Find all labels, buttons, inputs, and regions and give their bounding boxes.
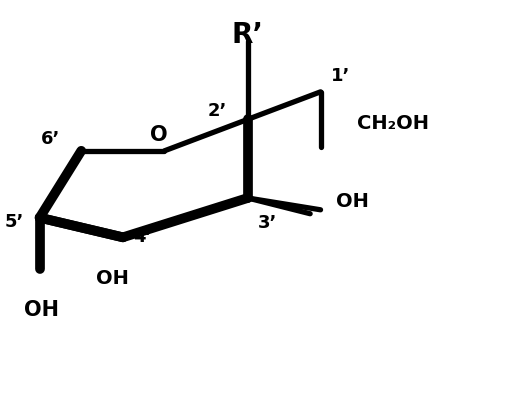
Text: OH: OH (96, 269, 129, 288)
Text: OH: OH (336, 192, 369, 211)
Text: 3’: 3’ (258, 214, 278, 232)
Text: R’: R’ (232, 21, 264, 49)
Text: 1’: 1’ (331, 67, 350, 85)
Text: 6’: 6’ (41, 130, 60, 148)
Text: 5’: 5’ (5, 213, 24, 230)
Text: 2’: 2’ (208, 103, 227, 120)
Text: O: O (151, 125, 168, 145)
Text: CH₂OH: CH₂OH (357, 114, 429, 133)
Text: OH: OH (24, 300, 59, 320)
Text: 4’: 4’ (133, 228, 153, 246)
